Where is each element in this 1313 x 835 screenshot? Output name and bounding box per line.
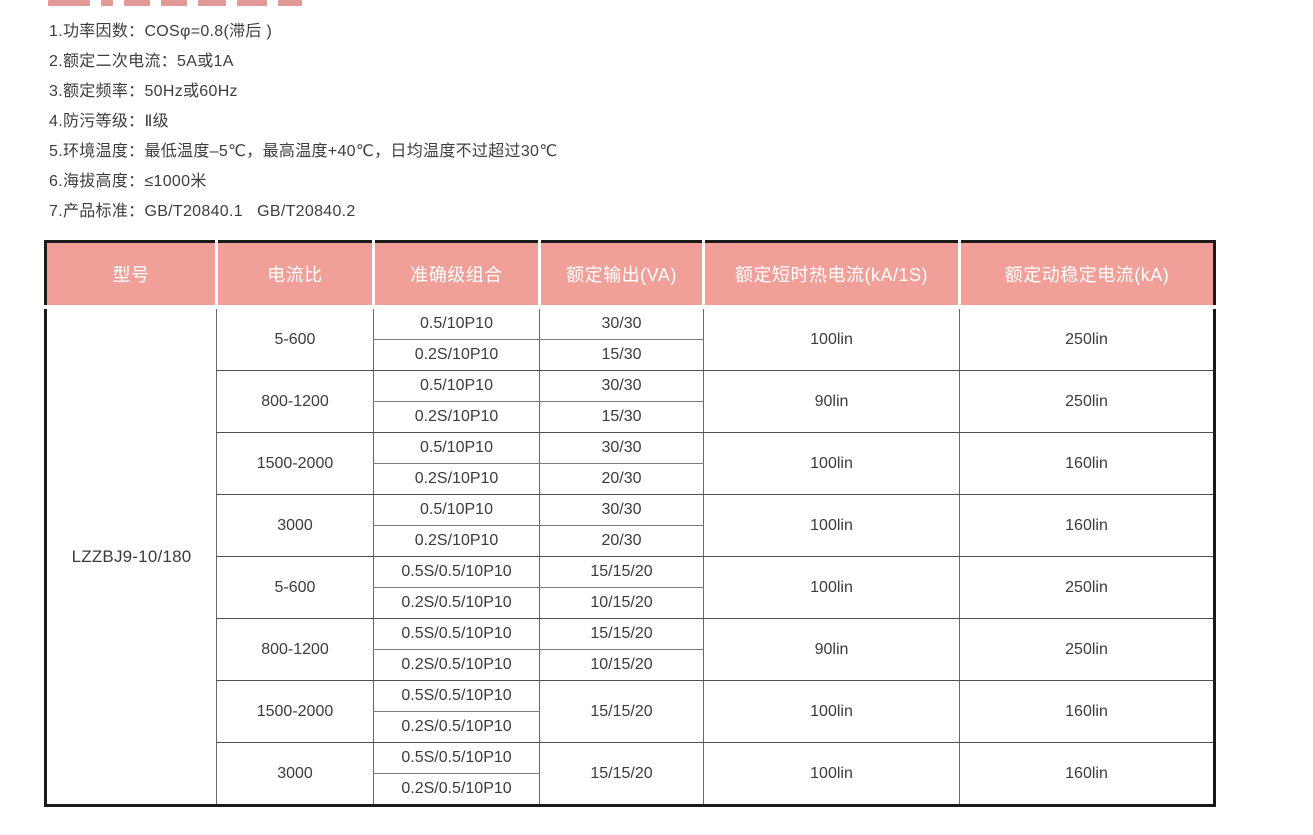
table-row: 0.2S/0.5/10P10 10/15/20 — [46, 587, 1215, 619]
cell-output: 30/30 — [539, 494, 704, 526]
cell-output: 15/15/20 — [539, 618, 704, 650]
table-row: 0.2S/10P10 15/30 — [46, 339, 1215, 371]
cell-current-ratio: 5-600 — [216, 556, 374, 619]
header-current-ratio: 电流比 — [215, 241, 374, 309]
cell-accuracy: 0.5S/0.5/10P10 — [373, 556, 540, 588]
spec-item-product-standard: 7.产品标准：GB/T20840.1 GB/T20840.2 — [49, 203, 356, 220]
header-thermal-current: 额定短时热电流(kA/1S) — [702, 241, 960, 309]
cell-current-ratio: 3000 — [216, 742, 374, 806]
table-row: 3000 0.5S/0.5/10P10 15/15/20 100lin 160l… — [46, 742, 1215, 806]
cell-accuracy: 0.5/10P10 — [373, 494, 540, 526]
spec-item-rated-frequency: 3.额定频率：50Hz或60Hz — [49, 83, 238, 100]
table-row: 800-1200 0.5/10P10 30/30 90lin 250lin — [46, 370, 1215, 433]
cell-thermal: 90lin — [703, 370, 960, 433]
cell-current-ratio: 5-600 — [216, 307, 374, 371]
spec-item-altitude: 6.海拔高度：≤1000米 — [49, 173, 207, 190]
cell-output: 15/30 — [539, 401, 704, 433]
cell-output: 20/30 — [539, 463, 704, 495]
title-fragment-mark — [48, 0, 90, 6]
cell-accuracy: 0.5S/0.5/10P10 — [373, 742, 540, 774]
cell-accuracy: 0.2S/10P10 — [373, 525, 540, 557]
table-row: 1500-2000 0.5/10P10 30/30 100lin 160lin — [46, 432, 1215, 495]
cell-thermal: 100lin — [703, 742, 960, 806]
header-accuracy-combo: 准确级组合 — [372, 241, 540, 309]
cell-accuracy: 0.5S/0.5/10P10 — [373, 680, 540, 712]
cell-accuracy: 0.2S/0.5/10P10 — [373, 773, 540, 806]
cell-thermal: 100lin — [703, 680, 960, 743]
cell-dynamic: 250lin — [959, 556, 1215, 619]
cell-thermal: 100lin — [703, 307, 960, 371]
cell-current-ratio: 3000 — [216, 494, 374, 557]
cell-output: 10/15/20 — [539, 649, 704, 681]
table-row: 0.2S/0.5/10P10 10/15/20 — [46, 649, 1215, 681]
cell-output: 30/30 — [539, 370, 704, 402]
cell-dynamic: 160lin — [959, 742, 1215, 806]
parameters-table: 型号 电流比 准确级组合 额定输出(VA) 额定短时热电流(kA/1S) 额定动… — [44, 240, 1216, 807]
cell-output: 15/15/20 — [539, 556, 704, 588]
header-model: 型号 — [45, 241, 217, 309]
cell-dynamic: 250lin — [959, 307, 1215, 371]
title-fragment-mark — [198, 0, 226, 6]
cell-output: 30/30 — [539, 432, 704, 464]
cell-accuracy: 0.5/10P10 — [373, 432, 540, 464]
cell-output: 30/30 — [539, 307, 704, 340]
spec-item-pollution-class: 4.防污等级：Ⅱ级 — [49, 113, 169, 130]
cell-current-ratio: 1500-2000 — [216, 432, 374, 495]
cell-current-ratio: 1500-2000 — [216, 680, 374, 743]
table-header-row: 型号 电流比 准确级组合 额定输出(VA) 额定短时热电流(kA/1S) 额定动… — [45, 241, 1215, 309]
cell-thermal: 100lin — [703, 432, 960, 495]
cell-output: 15/15/20 — [539, 680, 704, 743]
cell-dynamic: 160lin — [959, 680, 1215, 743]
cell-dynamic: 160lin — [959, 494, 1215, 557]
table-row: 0.2S/0.5/10P10 — [46, 773, 1215, 806]
table-row: 0.2S/0.5/10P10 — [46, 711, 1215, 743]
spec-item-power-factor: 1.功率因数：COSφ=0.8(滞后 ) — [49, 23, 273, 40]
cell-dynamic: 160lin — [959, 432, 1215, 495]
table-row: 800-1200 0.5S/0.5/10P10 15/15/20 90lin 2… — [46, 618, 1215, 681]
table-row: 0.2S/10P10 15/30 — [46, 401, 1215, 433]
cell-output: 15/30 — [539, 339, 704, 371]
cell-thermal: 90lin — [703, 618, 960, 681]
cell-accuracy: 0.5/10P10 — [373, 307, 540, 340]
spec-item-ambient-temp: 5.环境温度：最低温度–5℃，最高温度+40℃，日均温度不过超过30℃ — [49, 143, 558, 160]
cell-accuracy: 0.5S/0.5/10P10 — [373, 618, 540, 650]
cell-model: LZZBJ9-10/180 — [45, 307, 217, 806]
cell-accuracy: 0.5/10P10 — [373, 370, 540, 402]
cell-thermal: 100lin — [703, 556, 960, 619]
cell-accuracy: 0.2S/10P10 — [373, 339, 540, 371]
table-row: 5-600 0.5S/0.5/10P10 15/15/20 100lin 250… — [46, 556, 1215, 619]
cell-accuracy: 0.2S/0.5/10P10 — [373, 711, 540, 743]
cell-current-ratio: 800-1200 — [216, 370, 374, 433]
cropped-red-title-fragment — [48, 0, 313, 7]
cell-current-ratio: 800-1200 — [216, 618, 374, 681]
title-fragment-mark — [101, 0, 113, 6]
spec-item-secondary-current: 2.额定二次电流：5A或1A — [49, 53, 234, 70]
title-fragment-mark — [237, 0, 267, 6]
title-fragment-mark — [278, 0, 302, 6]
table-row: 0.2S/10P10 20/30 — [46, 463, 1215, 495]
header-dynamic-current: 额定动稳定电流(kA) — [958, 241, 1215, 309]
cell-accuracy: 0.2S/10P10 — [373, 401, 540, 433]
cell-thermal: 100lin — [703, 494, 960, 557]
cell-accuracy: 0.2S/0.5/10P10 — [373, 649, 540, 681]
specs-list: 1.功率因数：COSφ=0.8(滞后 ) 2.额定二次电流：5A或1A 3.额定… — [49, 17, 558, 227]
table-row: 1500-2000 0.5S/0.5/10P10 15/15/20 100lin… — [46, 680, 1215, 743]
cell-output: 10/15/20 — [539, 587, 704, 619]
cell-accuracy: 0.2S/0.5/10P10 — [373, 587, 540, 619]
cell-accuracy: 0.2S/10P10 — [373, 463, 540, 495]
table-row: 0.2S/10P10 20/30 — [46, 525, 1215, 557]
cell-dynamic: 250lin — [959, 618, 1215, 681]
table-row: 3000 0.5/10P10 30/30 100lin 160lin — [46, 494, 1215, 557]
cell-output: 15/15/20 — [539, 742, 704, 806]
table-row: LZZBJ9-10/180 5-600 0.5/10P10 30/30 100l… — [45, 307, 1215, 806]
header-rated-output: 额定输出(VA) — [538, 241, 704, 309]
cell-dynamic: 250lin — [959, 370, 1215, 433]
title-fragment-mark — [124, 0, 150, 6]
title-fragment-mark — [161, 0, 187, 6]
cell-output: 20/30 — [539, 525, 704, 557]
